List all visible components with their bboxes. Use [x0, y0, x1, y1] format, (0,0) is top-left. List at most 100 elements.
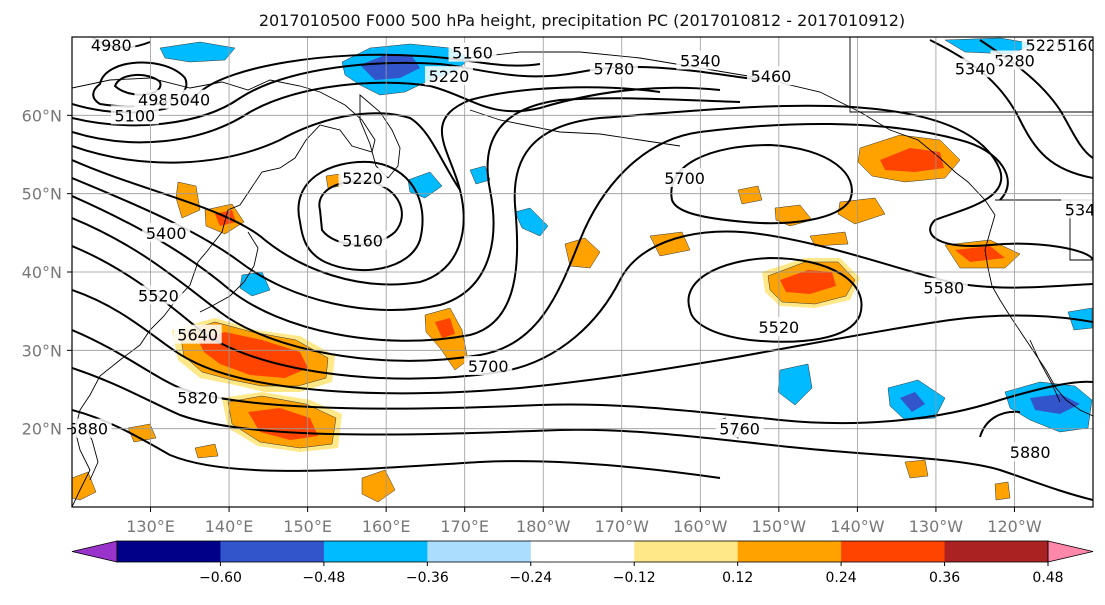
contour-label: 5880: [67, 420, 108, 439]
colorbar-tick-label: 0.24: [826, 570, 857, 586]
contour-label: 5220: [342, 169, 383, 188]
contour-label: 5340: [955, 59, 996, 78]
colorbar-swatch: [220, 541, 325, 562]
coastline-na-west: [984, 214, 1093, 417]
contour-label-bg: [424, 66, 473, 86]
contour-label: 5640: [177, 326, 218, 345]
colorbar-swatch: [323, 541, 428, 562]
contour-label-bg: [142, 222, 191, 242]
contour-label: 4980: [91, 36, 132, 55]
precip-area: [994, 481, 1011, 501]
colorbar-swatch: [944, 541, 1049, 562]
contour-label: 5160: [1057, 36, 1098, 55]
contour-label-bg: [715, 418, 764, 438]
lon-tick-label: 130°E: [126, 517, 175, 536]
height-contour: [72, 367, 1093, 501]
height-contour: [72, 289, 1093, 395]
contour-label: 5340: [680, 52, 721, 71]
lon-tick-label: 140°E: [205, 517, 254, 536]
precip-area: [564, 237, 601, 269]
contour-label: 5100: [114, 106, 155, 125]
colorbar-tick-label: −0.24: [509, 570, 552, 586]
contour-label-bg: [746, 66, 795, 86]
contour-label-bg: [1053, 37, 1093, 54]
precip-area: [360, 55, 420, 80]
contour-label-bg: [110, 105, 159, 125]
lat-tick-label: 20°N: [22, 420, 62, 439]
lon-tick-label: 170°W: [595, 517, 650, 536]
colorbar-swatch: [634, 541, 739, 562]
contour-label: 5160: [452, 44, 493, 63]
height-contour: [72, 122, 1009, 362]
height-contour: [297, 160, 424, 272]
precip-area: [1030, 394, 1080, 414]
lat-tick-label: 30°N: [22, 341, 62, 360]
lon-tick-label: 180°W: [516, 517, 571, 536]
contour-label: 5280: [994, 52, 1035, 71]
colorbar-swatch: [427, 541, 532, 562]
height-contours: [72, 37, 1093, 501]
longitude-axis: 130°E 140°E 150°E 160°E 170°E 180°W 170°W 160°W…: [126, 507, 1042, 536]
precip-area: [175, 181, 201, 219]
height-contour: [929, 39, 1093, 179]
precip-area: [900, 392, 925, 412]
colorbar: −0.60 −0.48 −0.36 −0.24 −0.12 0.12 0.24 0.36 0.4…: [71, 540, 1094, 586]
precip-area: [780, 270, 836, 294]
lat-tick-label: 60°N: [22, 106, 62, 125]
contour-label-bg: [676, 50, 725, 70]
colorbar-frame: [116, 540, 1049, 563]
contour-label-bg: [72, 418, 112, 438]
height-contour: [72, 112, 461, 191]
contour-label-bg: [173, 387, 222, 407]
contour-label-bg: [1061, 199, 1093, 219]
contour-label-bg: [990, 50, 1039, 70]
precip-area: [514, 207, 549, 237]
precip-area: [469, 165, 491, 185]
colorbar-tick-label: 0.12: [722, 570, 753, 586]
lon-tick-label: 160°W: [673, 517, 728, 536]
contour-label: 5760: [719, 420, 760, 439]
contour-label-bg: [754, 316, 803, 336]
colorbar-swatch: [530, 541, 635, 562]
precip-area: [194, 443, 219, 459]
precip-area: [809, 231, 849, 247]
contour-label: 5580: [923, 279, 964, 298]
lon-tick-label: 150°W: [752, 517, 807, 536]
lon-tick-label: 140°W: [830, 517, 885, 536]
height-contour: [72, 86, 661, 286]
precip-area: [737, 185, 763, 205]
precip-area: [955, 246, 1005, 262]
lon-tick-label: 120°W: [987, 517, 1042, 536]
latitude-axis: 20°N 30°N 40°N 50°N 60°N: [22, 106, 72, 439]
contour-label-bg: [951, 58, 1000, 78]
lon-tick-label: 150°E: [283, 517, 332, 536]
contour-label-bg: [87, 37, 136, 54]
colorbar-tick-label: −0.48: [302, 570, 345, 586]
contour-label: 5460: [751, 67, 792, 86]
lon-tick-label: 170°E: [440, 517, 489, 536]
lon-tick-label: 160°E: [362, 517, 411, 536]
precip-area: [435, 318, 455, 338]
colorbar-extend-min: [71, 540, 118, 563]
precip-area: [837, 197, 886, 225]
precip-area: [880, 148, 944, 172]
colorbar-swatch: [737, 541, 842, 562]
height-contour: [72, 409, 721, 479]
contour-label-bg: [464, 356, 513, 375]
coastline-baja: [1029, 339, 1061, 403]
contour-label-bg: [589, 58, 638, 78]
contour-label: 5220: [429, 67, 470, 86]
figure-title: 2017010500 F000 500 hPa height, precipit…: [259, 11, 905, 30]
contour-label-bg: [165, 89, 214, 109]
contour-label: 5160: [342, 232, 383, 251]
colorbar-tick-label: −0.60: [199, 570, 242, 586]
contour-label: 5820: [177, 388, 218, 407]
precip-area: [904, 459, 929, 479]
contour-label: 5520: [758, 318, 799, 337]
height-contour: [113, 74, 162, 96]
contour-label: 5880: [1010, 443, 1051, 462]
